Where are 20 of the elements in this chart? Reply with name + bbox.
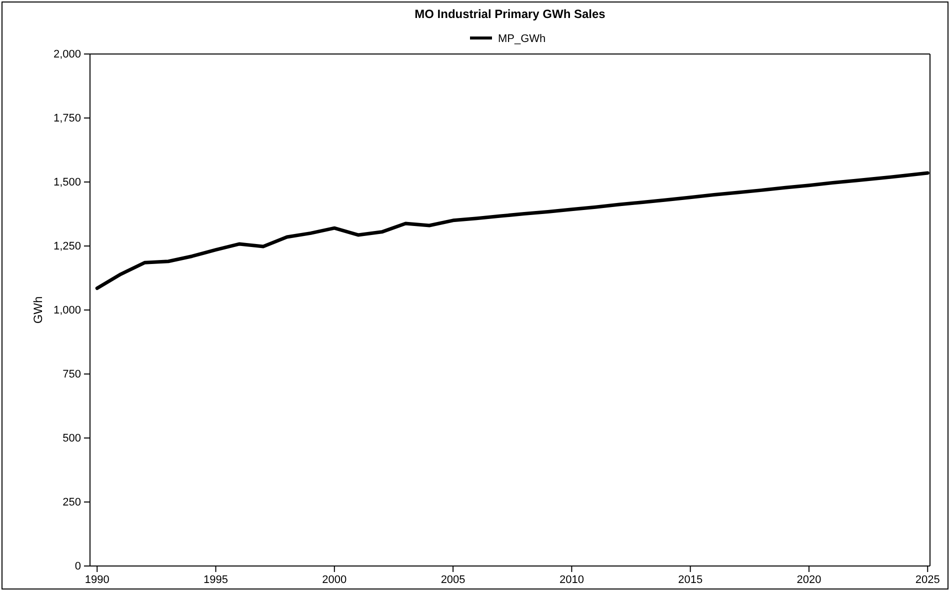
y-axis-title: GWh (31, 296, 45, 324)
x-tick-label: 2015 (678, 574, 703, 586)
x-tick-label: 2010 (559, 574, 584, 586)
y-tick-label: 250 (62, 496, 81, 509)
y-tick-label: 500 (62, 432, 81, 445)
y-tick-label: 2,000 (53, 48, 81, 61)
x-tick-label: 1995 (204, 574, 228, 586)
chart-title: MO Industrial Primary GWh Sales (414, 7, 606, 21)
x-tick-label: 2025 (915, 574, 940, 586)
y-tick-label: 1,500 (53, 176, 81, 189)
y-tick-label: 1,750 (53, 112, 81, 125)
y-tick-label: 0 (74, 560, 81, 573)
x-tick-label: 2005 (440, 574, 466, 586)
x-tick-label: 1990 (84, 574, 110, 586)
x-tick-label: 2020 (796, 574, 822, 586)
legend-label: MP_GWh (498, 33, 546, 45)
y-tick-label: 1,250 (53, 240, 81, 253)
y-tick-label: 750 (62, 368, 81, 381)
x-tick-label: 2000 (322, 574, 347, 586)
y-tick-label: 1,000 (53, 304, 81, 317)
